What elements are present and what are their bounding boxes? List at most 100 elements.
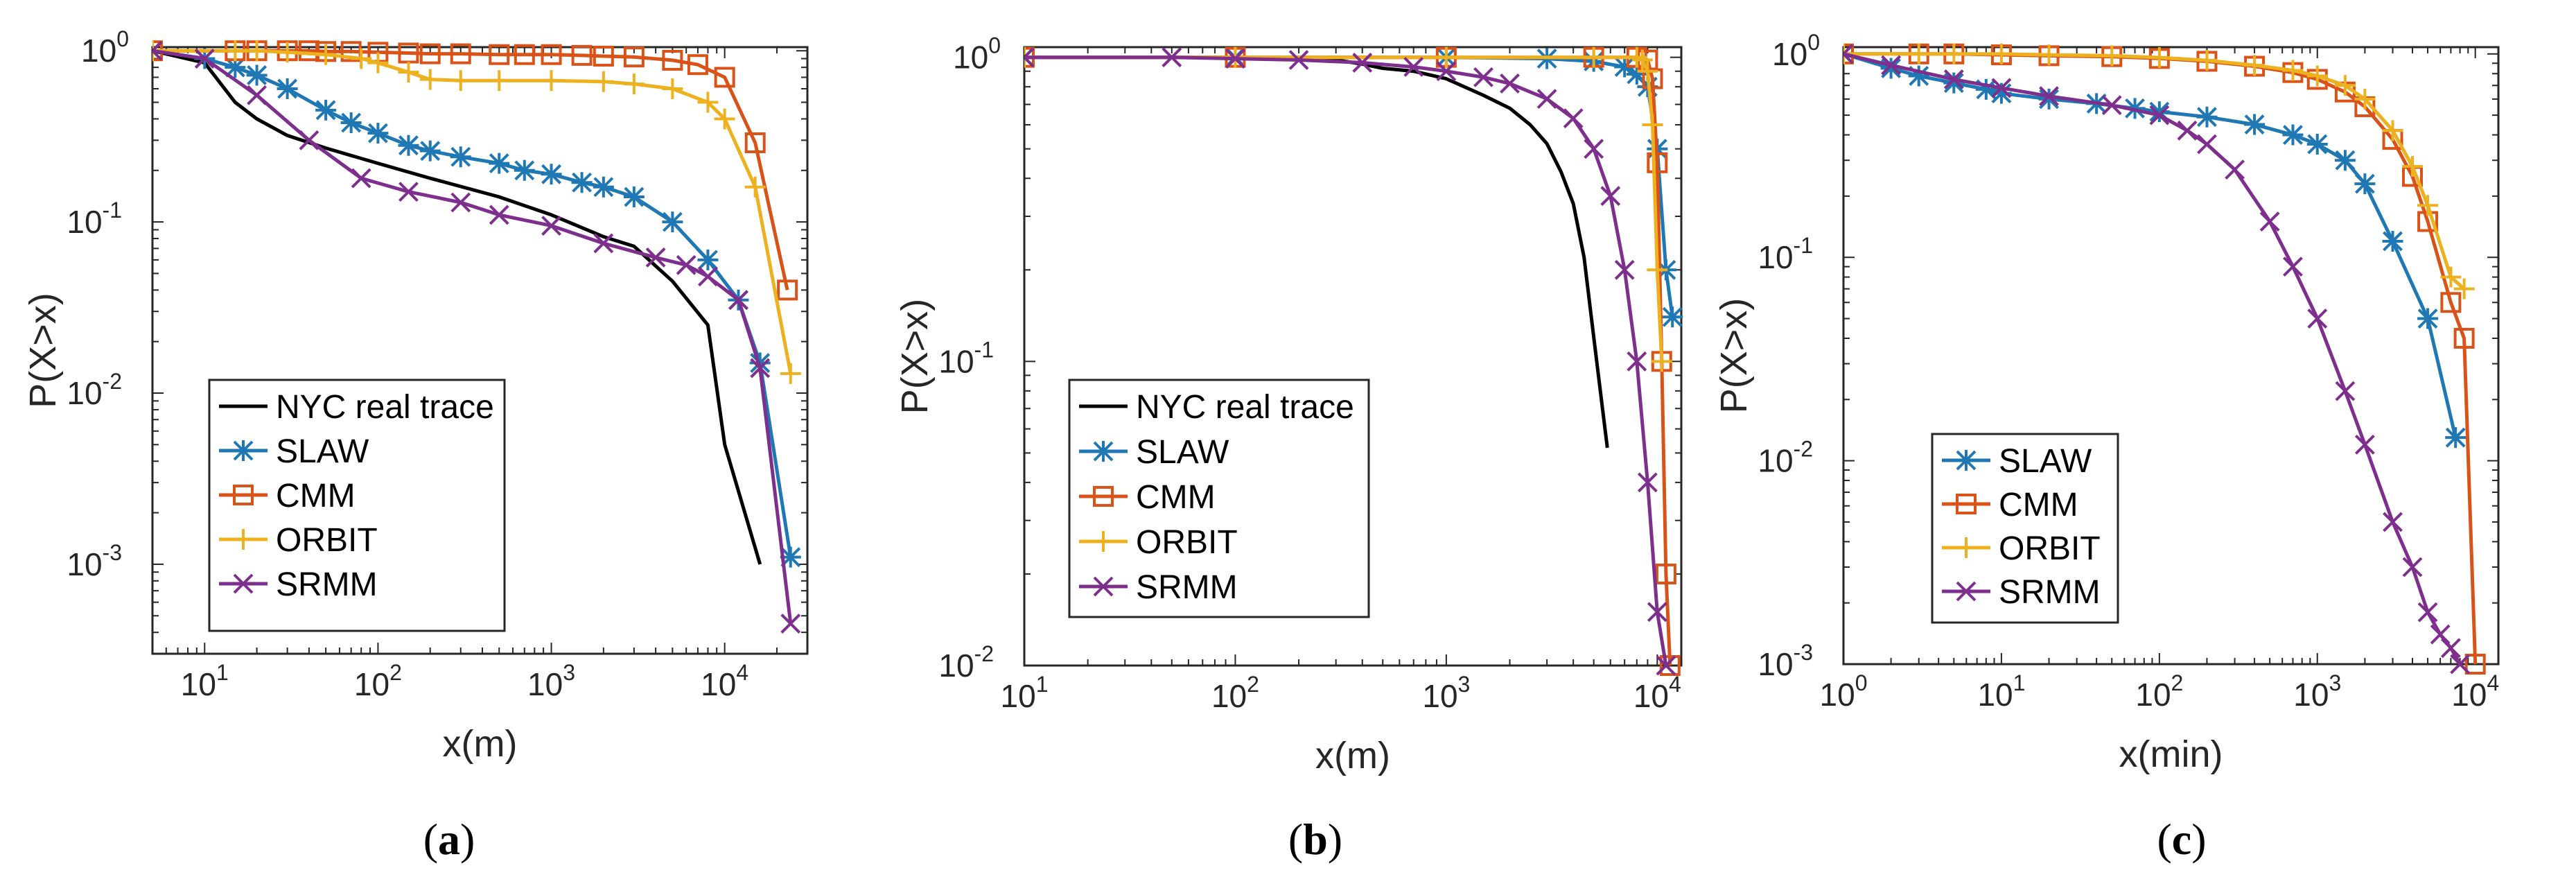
data-point — [2453, 327, 2475, 349]
data-point — [247, 85, 268, 105]
data-point — [1631, 49, 1653, 71]
data-point — [571, 172, 593, 193]
x-tick-label-exp: 0 — [1855, 670, 1868, 695]
legend-marker — [233, 529, 254, 550]
data-point — [1436, 61, 1457, 82]
data-point — [780, 363, 801, 384]
legend-item: SRMM — [1942, 574, 2101, 611]
data-point — [2335, 381, 2356, 401]
legend-item: NYC real trace — [219, 389, 494, 426]
data-point — [2225, 159, 2245, 180]
data-point — [2464, 654, 2486, 675]
series-line — [152, 49, 789, 290]
data-point — [2450, 654, 2471, 675]
caption-close: ) — [1328, 815, 1342, 864]
data-point — [714, 67, 735, 88]
legend-marker — [1956, 494, 1977, 514]
data-point — [2306, 65, 2328, 87]
x-tick-label-exp: 2 — [2171, 670, 2184, 695]
data-point — [2244, 114, 2266, 135]
legend-marker — [233, 485, 254, 505]
data-point — [2196, 50, 2218, 71]
data-point — [1024, 47, 1035, 68]
data-point — [246, 64, 268, 86]
x-tick-label-exp: 3 — [563, 660, 575, 685]
data-point — [2282, 60, 2304, 81]
data-point — [1656, 655, 1676, 676]
caption-close: ) — [460, 815, 475, 864]
y-tick-label-base: 10 — [1772, 36, 1807, 72]
x-tick-label: 101 — [181, 660, 229, 702]
legend-label: NYC real trace — [1136, 389, 1354, 426]
data-point — [2039, 86, 2059, 107]
data-point — [2417, 195, 2439, 216]
x-tick-label-exp: 4 — [1669, 672, 1681, 697]
series-orbit — [1843, 43, 2475, 299]
series-nyc-real-trace — [152, 49, 762, 565]
caption-letter: a — [438, 815, 460, 864]
y-tick-label-base: 10 — [953, 40, 988, 76]
legend-item: CMM — [219, 478, 356, 514]
data-point — [1943, 72, 1965, 94]
panel-caption: (a) — [423, 815, 475, 864]
x-tick-label: 104 — [701, 660, 748, 702]
legend-item: ORBIT — [1079, 524, 1238, 561]
data-point — [662, 78, 683, 100]
legend-item: SLAW — [219, 433, 369, 470]
x-tick-label-base: 10 — [181, 666, 216, 702]
x-tick-label-base: 10 — [1977, 677, 2013, 713]
legend-item: SRMM — [219, 566, 378, 603]
x-tick-label: 103 — [1422, 672, 1470, 714]
data-point — [541, 70, 562, 92]
x-tick-label: 103 — [2293, 670, 2341, 713]
legend-item: CMM — [1079, 479, 1216, 516]
y-tick-label-exp: -3 — [1794, 640, 1813, 665]
data-point — [1990, 43, 2012, 64]
data-point — [419, 69, 441, 90]
data-point — [419, 140, 441, 162]
data-point — [2445, 427, 2467, 449]
x-tick-label-exp: 1 — [2013, 670, 2026, 695]
legend-item: ORBIT — [219, 522, 378, 559]
data-point — [1990, 82, 2012, 104]
data-point — [398, 134, 419, 156]
legend-label: SLAW — [1999, 443, 2092, 480]
y-tick-label-base: 10 — [67, 204, 102, 240]
y-tick-label-exp: 0 — [988, 33, 1001, 58]
data-point — [1975, 78, 1997, 100]
data-point — [676, 254, 696, 275]
data-point — [152, 40, 163, 61]
series-srmm — [1843, 44, 2471, 675]
caption-open: ( — [2157, 815, 2171, 864]
x-tick-label-exp: 4 — [2487, 670, 2499, 695]
caption-letter: b — [1303, 815, 1328, 864]
series-orbit — [1024, 46, 1672, 372]
data-point — [2307, 309, 2328, 329]
data-point — [1637, 472, 1658, 493]
legend-marker — [1956, 581, 1977, 602]
data-point — [623, 73, 645, 95]
series-srmm — [152, 40, 801, 634]
data-point — [1881, 55, 1902, 76]
x-tick-label-base: 10 — [1422, 678, 1457, 714]
data-point — [2354, 88, 2376, 110]
x-tick-label: 104 — [2451, 670, 2499, 713]
data-point — [593, 176, 614, 198]
data-point — [340, 112, 362, 133]
data-point — [2196, 106, 2218, 128]
data-point — [1943, 43, 1965, 64]
data-point — [2417, 602, 2438, 623]
y-tick-label-base: 10 — [1758, 646, 1793, 682]
data-point — [489, 153, 510, 174]
data-point — [1880, 58, 1902, 79]
legend-item: CMM — [1942, 487, 2078, 523]
data-point — [623, 46, 645, 68]
x-tick-label-base: 10 — [1211, 678, 1247, 714]
caption-letter: c — [2172, 815, 2191, 864]
y-tick-label-base: 10 — [938, 648, 974, 684]
data-point — [1627, 351, 1647, 372]
legend-marker — [1956, 537, 1977, 558]
y-tick-label: 10-1 — [1758, 233, 1813, 275]
data-point — [593, 46, 614, 67]
